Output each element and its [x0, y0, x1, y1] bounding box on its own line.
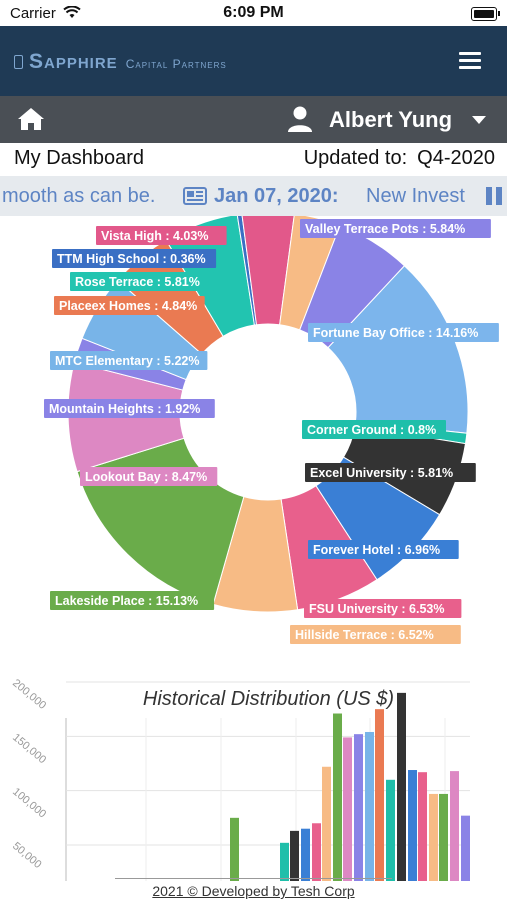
svg-text:Fortune Bay Office : 14.16%: Fortune Bay Office : 14.16%: [313, 326, 478, 340]
svg-text:Excel University : 5.81%: Excel University : 5.81%: [310, 466, 453, 480]
updated-value: Q4-2020: [417, 147, 495, 169]
svg-text:Forever Hotel : 6.96%: Forever Hotel : 6.96%: [313, 543, 440, 557]
historical-chart-title: Historical Distribution (US $): [142, 688, 395, 710]
bar-17[interactable]: [450, 771, 459, 881]
svg-text:Valley Terrace Pots : 5.84%: Valley Terrace Pots : 5.84%: [305, 222, 465, 236]
brand-subtitle: Capital Partners: [125, 57, 227, 71]
bar-14[interactable]: [418, 772, 427, 881]
portfolio-donut-chart: Fortune Bay Office : 14.16% Corner Ground…: [44, 216, 499, 644]
donut-label-mtc-elementary: MTC Elementary : 5.22%: [50, 351, 208, 370]
svg-text:Lakeside Place : 15.13%: Lakeside Place : 15.13%: [55, 594, 198, 608]
wifi-icon: [63, 6, 81, 18]
svg-text:MTC Elementary : 5.22%: MTC Elementary : 5.22%: [55, 354, 200, 368]
brand-logo: Sapphire Capital Partners: [14, 50, 227, 74]
news-ticker[interactable]: mooth as can be. Jan 07, 2020: New Inves…: [0, 176, 507, 216]
donut-label-lakeside-place: Lakeside Place : 15.13%: [50, 591, 215, 610]
brand-name: Sapphire: [29, 50, 118, 73]
donut-label-mountain-heights: Mountain Heights : 1.92%: [44, 399, 215, 418]
bar-9[interactable]: [365, 731, 374, 881]
svg-text:Mountain Heights : 1.92%: Mountain Heights : 1.92%: [49, 402, 200, 416]
svg-text:Vista High : 4.03%: Vista High : 4.03%: [101, 229, 208, 243]
svg-text:FSU University : 6.53%: FSU University : 6.53%: [309, 602, 444, 616]
bar-15[interactable]: [429, 793, 438, 881]
bar-6[interactable]: [333, 713, 342, 881]
bar-4[interactable]: [312, 823, 321, 881]
app-header: Sapphire Capital Partners: [0, 26, 507, 96]
donut-label-lookout-bay: Lookout Bay : 8.47%: [80, 467, 218, 486]
chevron-down-icon[interactable]: [472, 116, 486, 124]
donut-slice-fortune-bay-office[interactable]: [327, 265, 469, 434]
battery-icon: [471, 7, 500, 21]
svg-text:TTM High School : 0.36%: TTM High School : 0.36%: [57, 252, 206, 266]
home-icon[interactable]: [16, 106, 46, 132]
svg-text:Hillside Terrace : 6.52%: Hillside Terrace : 6.52%: [295, 628, 434, 642]
brand-mark-icon: [14, 55, 23, 69]
bar-1[interactable]: [280, 842, 289, 881]
hamburger-menu-icon[interactable]: [459, 52, 481, 70]
pause-icon[interactable]: [486, 187, 502, 205]
page-title: My Dashboard: [14, 147, 145, 169]
donut-label-fortune-bay-office: Fortune Bay Office : 14.16%: [308, 323, 499, 342]
y-tick-label: 150,000: [10, 731, 48, 766]
donut-label-valley-terrace-pots: Valley Terrace Pots : 5.84%: [300, 219, 491, 238]
svg-text:Rose Terrace : 5.81%: Rose Terrace : 5.81%: [75, 275, 200, 289]
updated-info: Updated to: Q4-2020: [304, 147, 495, 170]
ticker-text-previous: mooth as can be.: [2, 185, 156, 207]
ticker-text-current: New Invest: [366, 185, 465, 207]
bar-2[interactable]: [290, 830, 299, 881]
bar-5[interactable]: [322, 766, 331, 881]
ticker-date: Jan 07, 2020:: [214, 185, 339, 207]
donut-label-vista-high: Vista High : 4.03%: [96, 226, 227, 245]
donut-label-forever-hotel: Forever Hotel : 6.96%: [308, 540, 459, 559]
user-icon[interactable]: [286, 105, 314, 133]
user-bar: Albert Yung: [0, 96, 507, 143]
bar-18[interactable]: [461, 815, 470, 881]
donut-label-fsu-university: FSU University : 6.53%: [304, 599, 462, 618]
footer-credit-link[interactable]: 2021 © Developed by Tesh Corp: [152, 883, 355, 899]
donut-label-excel-university: Excel University : 5.81%: [305, 463, 476, 482]
bar-8[interactable]: [354, 734, 363, 881]
bar-16[interactable]: [439, 793, 448, 881]
bar-12[interactable]: [397, 692, 406, 881]
bar-10[interactable]: [375, 709, 384, 881]
y-tick-label: 50,000: [10, 840, 43, 871]
bar-7[interactable]: [343, 737, 352, 881]
donut-label-placeex-homes: Placeex Homes : 4.84%: [54, 296, 205, 315]
carrier-label: Carrier: [10, 5, 56, 22]
bar-3[interactable]: [301, 828, 310, 881]
donut-label-rose-terrace: Rose Terrace : 5.81%: [70, 272, 214, 291]
updated-label: Updated to:: [303, 147, 408, 169]
bar-11[interactable]: [386, 779, 395, 881]
newspaper-icon: [183, 187, 207, 205]
y-tick-label: 100,000: [10, 786, 48, 821]
donut-label-ttm-high-school: TTM High School : 0.36%: [52, 249, 217, 268]
user-name[interactable]: Albert Yung: [329, 107, 453, 132]
svg-text:Placeex Homes : 4.84%: Placeex Homes : 4.84%: [59, 299, 197, 313]
donut-label-corner-ground: Corner Ground : 0.8%: [302, 420, 446, 439]
donut-label-hillside-terrace: Hillside Terrace : 6.52%: [290, 625, 461, 644]
svg-text:Lookout Bay : 8.47%: Lookout Bay : 8.47%: [85, 470, 207, 484]
bar-13[interactable]: [408, 770, 417, 881]
donut-hole: [181, 325, 355, 499]
footer-divider: [115, 878, 392, 879]
clock: 6:09 PM: [223, 4, 284, 21]
status-bar: Carrier 6:09 PM: [0, 0, 507, 26]
bar-0[interactable]: [230, 817, 239, 881]
svg-text:Corner Ground : 0.8%: Corner Ground : 0.8%: [307, 423, 436, 437]
